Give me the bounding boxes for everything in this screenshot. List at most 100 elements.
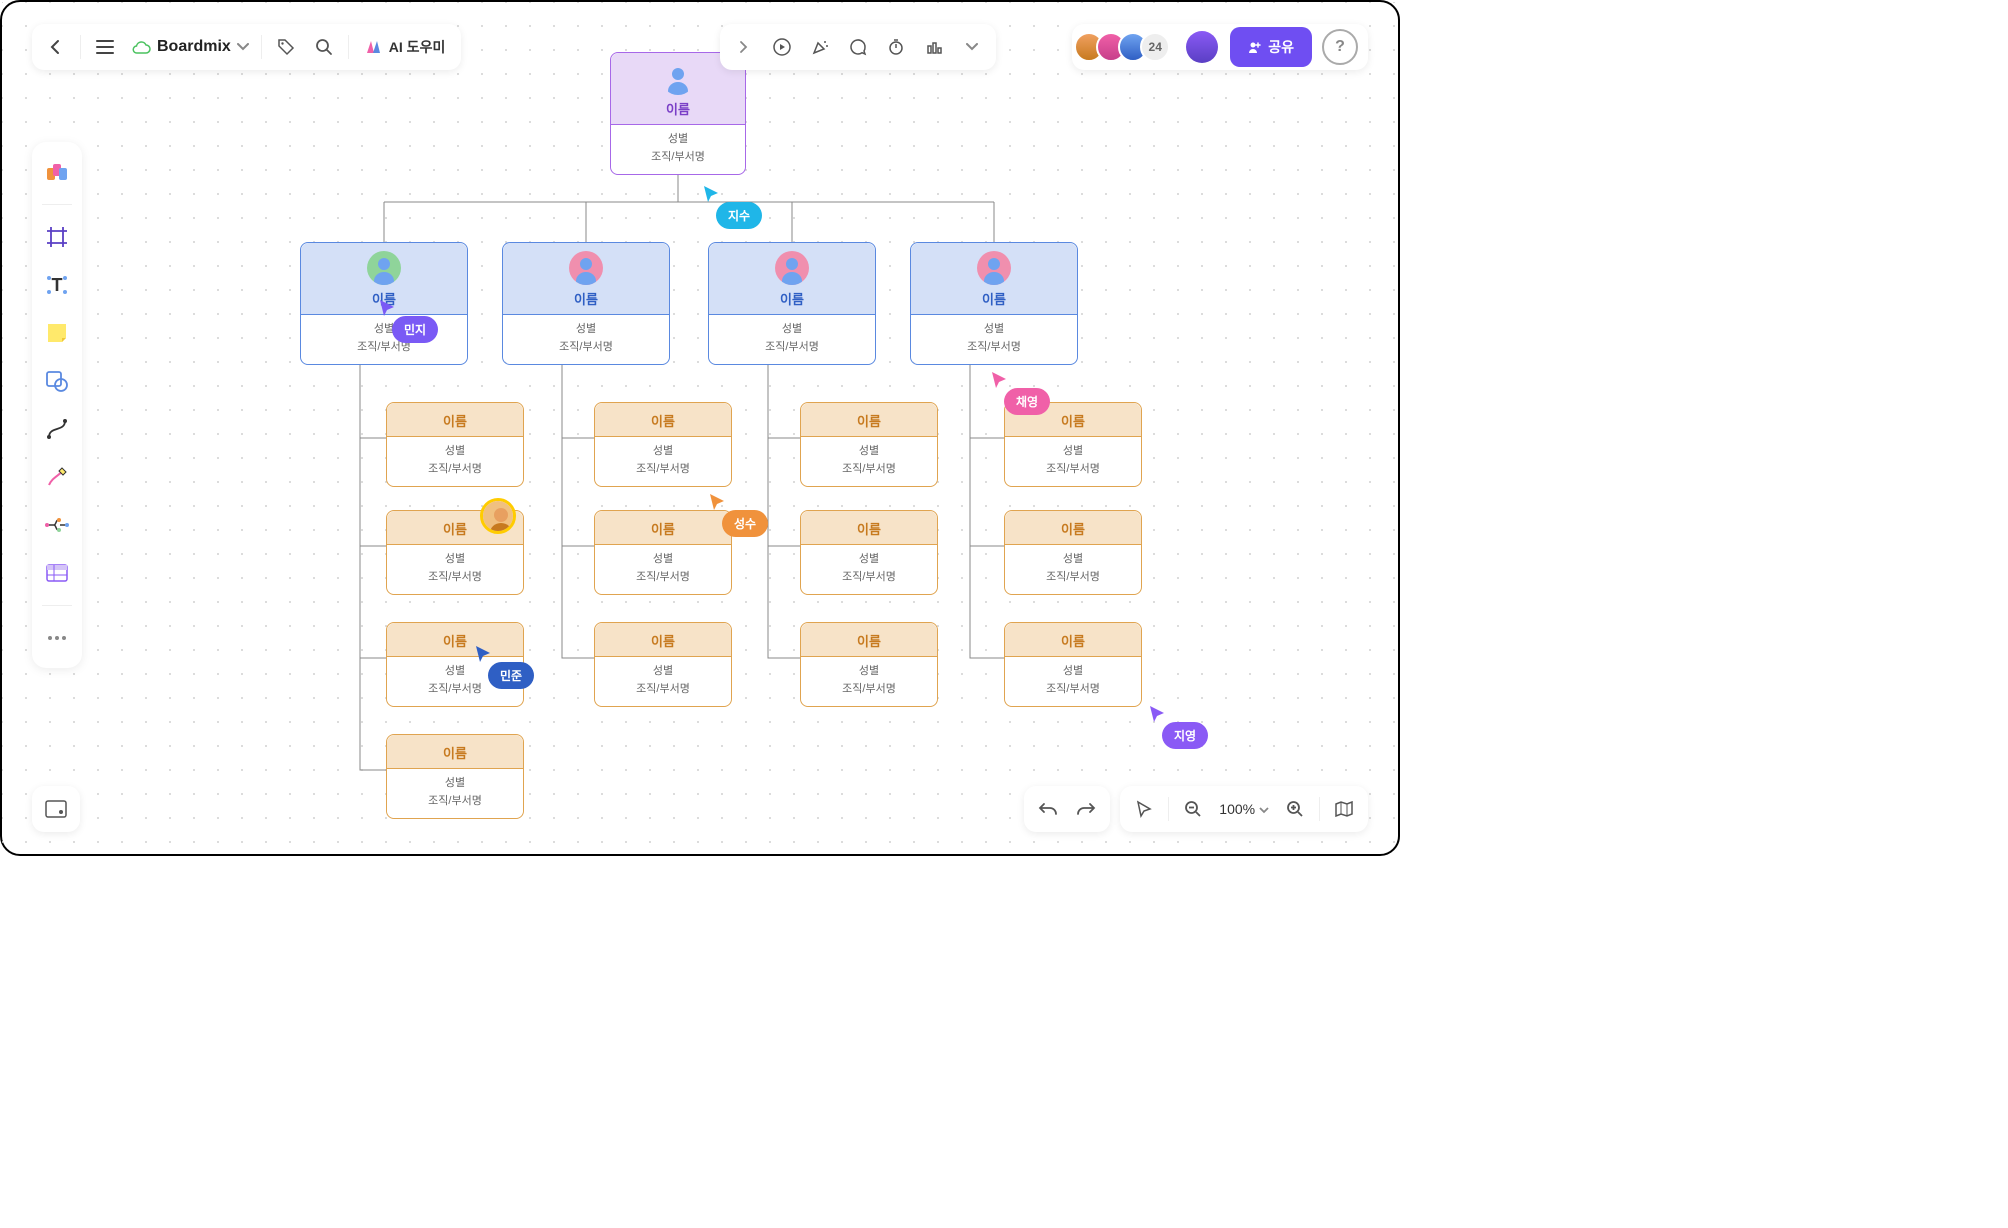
mindmap-tool-button[interactable] (37, 505, 77, 545)
comment-button[interactable] (840, 29, 876, 65)
photo-pin[interactable] (480, 498, 516, 534)
ai-assistant-button[interactable]: AI 도우미 (355, 29, 456, 65)
connector-tool-button[interactable] (37, 409, 77, 449)
collaborator-cursor: 지영 (1148, 704, 1208, 749)
node-name: 이름 (503, 289, 669, 308)
node-org: 조직/부서명 (387, 793, 523, 811)
cloud-icon (131, 40, 151, 54)
node-name: 이름 (1005, 519, 1141, 538)
shape-tool-button[interactable] (37, 361, 77, 401)
org-node[interactable]: 이름 성별 조직/부서명 (386, 402, 524, 487)
node-gender: 성별 (387, 551, 523, 569)
sticky-note-button[interactable] (37, 313, 77, 353)
org-node[interactable]: 이름 성별 조직/부서명 (800, 622, 938, 707)
map-view-button[interactable] (1326, 791, 1362, 827)
templates-button[interactable] (37, 152, 77, 192)
collaborator-cursor: 성수 (708, 492, 768, 537)
ai-label: AI 도우미 (389, 37, 446, 57)
node-org: 조직/부서명 (387, 569, 523, 587)
collaborator-name-badge: 성수 (722, 510, 768, 537)
undo-button[interactable] (1030, 791, 1066, 827)
topbar-left-group: Boardmix AI 도우미 (32, 24, 461, 70)
org-node[interactable]: 이름 성별 조직/부서명 (1004, 622, 1142, 707)
node-name: 이름 (595, 631, 731, 650)
org-node[interactable]: 이름 성별 조직/부서명 (386, 734, 524, 819)
node-gender: 성별 (595, 551, 731, 569)
node-gender: 성별 (801, 663, 937, 681)
org-node[interactable]: 이름 성별 조직/부서명 (594, 402, 732, 487)
node-gender: 성별 (911, 321, 1077, 339)
board-title[interactable]: Boardmix (125, 38, 255, 56)
tag-button[interactable] (268, 29, 304, 65)
share-label: 공유 (1268, 37, 1294, 57)
canvas[interactable]: 이름 성별 조직/부서명 이름 성별 조직/부서명 이름 성별 조직/부서명 이… (2, 2, 1398, 854)
zoom-in-button[interactable] (1277, 791, 1313, 827)
help-button[interactable]: ? (1322, 29, 1358, 65)
chevron-down-icon (237, 43, 249, 51)
node-name: 이름 (595, 411, 731, 430)
more-tools-button[interactable] (954, 29, 990, 65)
minimap-button-group (32, 786, 80, 832)
present-button[interactable] (764, 29, 800, 65)
zoom-out-button[interactable] (1175, 791, 1211, 827)
node-gender: 성별 (387, 443, 523, 461)
chevron-down-icon (1259, 807, 1269, 814)
more-tools-button[interactable] (37, 618, 77, 658)
frame-tool-button[interactable] (37, 217, 77, 257)
node-gender: 성별 (595, 663, 731, 681)
left-toolbar: T (32, 142, 82, 668)
node-gender: 성별 (709, 321, 875, 339)
node-gender: 성별 (503, 321, 669, 339)
org-node[interactable]: 이름 성별 조직/부서명 (502, 242, 670, 365)
org-node[interactable]: 이름 성별 조직/부서명 (708, 242, 876, 365)
search-button[interactable] (306, 29, 342, 65)
node-gender: 성별 (387, 775, 523, 793)
text-tool-button[interactable]: T (37, 265, 77, 305)
share-button[interactable]: 공유 (1230, 27, 1312, 67)
collaborators-group: 24 공유 ? (1072, 24, 1368, 70)
minimap-button[interactable] (38, 791, 74, 827)
share-icon (1248, 40, 1262, 54)
node-org: 조직/부서명 (1005, 461, 1141, 479)
zoom-level[interactable]: 100% (1213, 801, 1275, 817)
timer-button[interactable] (878, 29, 914, 65)
node-name: 이름 (801, 519, 937, 538)
current-user-avatar[interactable] (1186, 31, 1218, 63)
org-node[interactable]: 이름 성별 조직/부서명 (610, 52, 746, 175)
poll-button[interactable] (916, 29, 952, 65)
collaborator-cursor: 민지 (378, 298, 438, 343)
collaborator-name-badge: 채영 (1004, 388, 1050, 415)
avatar-overflow-count[interactable]: 24 (1140, 32, 1170, 62)
collapse-chevron-button[interactable] (726, 29, 762, 65)
redo-button[interactable] (1068, 791, 1104, 827)
node-gender: 성별 (1005, 443, 1141, 461)
node-name: 이름 (709, 289, 875, 308)
node-name: 이름 (387, 743, 523, 762)
table-tool-button[interactable] (37, 553, 77, 593)
celebrate-button[interactable] (802, 29, 838, 65)
pen-tool-button[interactable] (37, 457, 77, 497)
org-node[interactable]: 이름 성별 조직/부서명 (594, 622, 732, 707)
topbar-secondary-group (720, 24, 996, 70)
node-name: 이름 (801, 631, 937, 650)
node-org: 조직/부서명 (801, 569, 937, 587)
collaborator-name-badge: 민지 (392, 316, 438, 343)
node-org: 조직/부서명 (595, 681, 731, 699)
collaborator-cursor: 채영 (990, 370, 1050, 415)
collaborator-cursor: 민준 (474, 644, 534, 689)
node-gender: 성별 (1005, 551, 1141, 569)
node-org: 조직/부서명 (801, 461, 937, 479)
node-name: 이름 (387, 411, 523, 430)
collaborator-avatars[interactable]: 24 (1082, 32, 1170, 62)
org-node[interactable]: 이름 성별 조직/부서명 (1004, 510, 1142, 595)
org-node[interactable]: 이름 성별 조직/부서명 (800, 510, 938, 595)
menu-button[interactable] (87, 29, 123, 65)
node-name: 이름 (611, 99, 745, 118)
undo-redo-group (1024, 786, 1110, 832)
cursor-mode-button[interactable] (1126, 791, 1162, 827)
zoom-group: 100% (1120, 786, 1368, 832)
back-button[interactable] (38, 29, 74, 65)
org-node[interactable]: 이름 성별 조직/부서명 (800, 402, 938, 487)
org-node[interactable]: 이름 성별 조직/부서명 (910, 242, 1078, 365)
node-gender: 성별 (801, 551, 937, 569)
